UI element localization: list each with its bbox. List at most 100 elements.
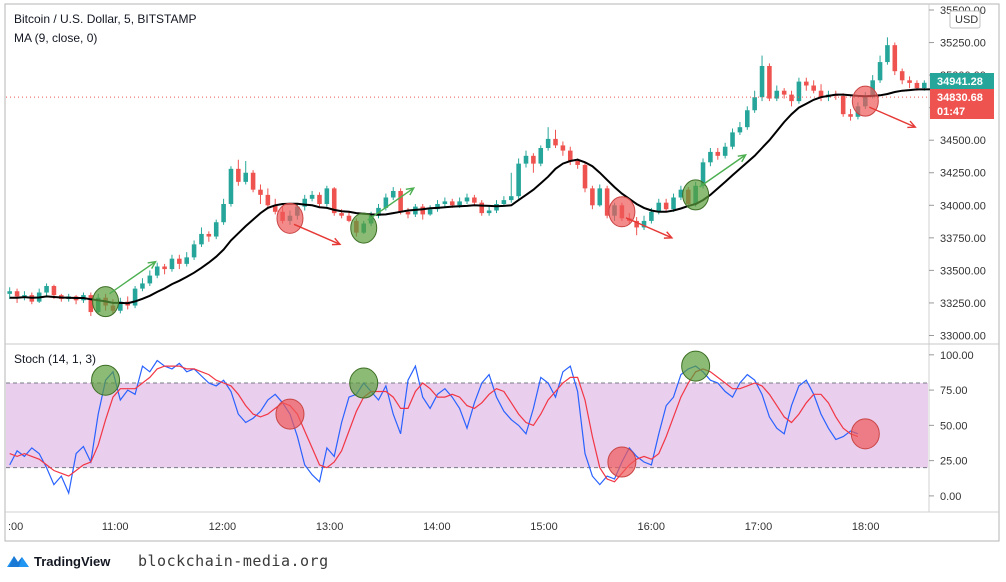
candle-body bbox=[501, 200, 507, 204]
candle-body bbox=[184, 257, 189, 264]
price-tick-label: 35250.00 bbox=[940, 38, 986, 50]
stoch-overbought-oversold-band bbox=[6, 383, 928, 468]
candle-body bbox=[582, 164, 588, 189]
site-watermark: blockchain-media.org bbox=[138, 552, 329, 570]
price-tick-label: 33500.00 bbox=[940, 265, 986, 277]
candle-body bbox=[671, 197, 676, 210]
candle-body bbox=[575, 161, 580, 165]
candle-body bbox=[331, 188, 337, 214]
candle-body bbox=[781, 90, 787, 95]
candle-body bbox=[678, 189, 684, 198]
candle-body bbox=[390, 190, 396, 198]
up-trend-arrow bbox=[699, 154, 747, 188]
candle-body bbox=[737, 127, 743, 133]
stoch-d-line bbox=[9, 365, 859, 483]
price-tick-label: 34000.00 bbox=[940, 200, 986, 212]
stoch-lines bbox=[9, 359, 859, 496]
buy-signal-marker bbox=[682, 179, 710, 211]
ma-layer bbox=[9, 87, 947, 305]
candle-body bbox=[22, 295, 27, 297]
arrow-head bbox=[147, 260, 157, 269]
candle-body bbox=[796, 81, 802, 102]
candle-body bbox=[745, 110, 750, 128]
candle-body bbox=[715, 151, 721, 156]
candle-body bbox=[848, 114, 853, 117]
time-tick-label: 18:00 bbox=[852, 521, 880, 533]
candle-body bbox=[545, 138, 551, 149]
brand-text: TradingView bbox=[34, 553, 111, 569]
candle-body bbox=[759, 65, 765, 98]
candle-body bbox=[265, 194, 271, 206]
candle-body bbox=[14, 291, 20, 297]
buy-signal-marker bbox=[92, 286, 120, 318]
candle-body bbox=[162, 266, 167, 270]
candle-body bbox=[420, 206, 426, 215]
candle-body bbox=[169, 258, 175, 270]
sell-signal-marker bbox=[608, 196, 636, 228]
candle-body bbox=[486, 210, 492, 214]
candle-body bbox=[324, 188, 330, 204]
currency-badge[interactable]: USD bbox=[949, 10, 981, 29]
buy-signal-marker bbox=[350, 212, 378, 244]
price-tick-label: 34250.00 bbox=[940, 168, 986, 180]
candle-body bbox=[177, 258, 182, 264]
candle-body bbox=[663, 202, 669, 210]
price-tick-label: 34500.00 bbox=[940, 135, 986, 147]
candle-body bbox=[538, 148, 544, 164]
down-trend-arrow bbox=[625, 217, 673, 239]
time-axis: :00 11:00 12:00 13:00 14:00 15:00 16:00 17:00 18… bbox=[8, 521, 879, 533]
stoch-sell-marker bbox=[850, 418, 880, 450]
candle-body bbox=[899, 71, 905, 81]
candle-body bbox=[590, 188, 595, 206]
countdown-label: 01:47 bbox=[937, 106, 965, 118]
candle-body bbox=[656, 202, 662, 212]
stoch-tick-label: 50.00 bbox=[940, 420, 968, 432]
candle-body bbox=[317, 194, 322, 204]
candle-body bbox=[523, 155, 529, 164]
annotations bbox=[91, 85, 917, 478]
candle-body bbox=[346, 215, 352, 221]
candle-body bbox=[199, 233, 204, 245]
candle-body bbox=[88, 295, 94, 313]
price-tick-label: 33000.00 bbox=[940, 330, 986, 342]
stoch-band bbox=[6, 382, 928, 469]
last-price-tag: 34941.28 bbox=[930, 73, 994, 89]
down-trend-arrow bbox=[869, 106, 916, 128]
candle-body bbox=[479, 202, 485, 214]
candle-body bbox=[243, 172, 249, 182]
arrow-head bbox=[663, 231, 674, 239]
candle-body bbox=[147, 275, 153, 284]
stoch-tick-label: 0.00 bbox=[940, 491, 961, 503]
candle-body bbox=[118, 301, 123, 311]
tradingview-brand[interactable]: TradingView bbox=[6, 550, 110, 572]
currency-label: USD bbox=[955, 14, 978, 26]
candle-body bbox=[472, 197, 477, 203]
stoch-sell-marker bbox=[607, 446, 637, 478]
candle-body bbox=[449, 201, 455, 206]
stoch-tick-label: 25.00 bbox=[940, 456, 968, 468]
candle-body bbox=[818, 90, 824, 98]
stoch-buy-marker bbox=[681, 350, 711, 382]
candle-body bbox=[811, 85, 816, 91]
time-tick-label: 12:00 bbox=[209, 521, 237, 533]
candle-body bbox=[44, 286, 49, 293]
candle-body bbox=[892, 45, 898, 72]
stoch-sell-marker bbox=[275, 398, 305, 430]
candle-body bbox=[435, 203, 440, 210]
candle-body bbox=[508, 196, 514, 201]
candle-body bbox=[870, 80, 875, 96]
stoch-buy-marker bbox=[91, 364, 121, 396]
candle-body bbox=[272, 205, 278, 212]
candle-body bbox=[236, 168, 241, 182]
candle-body bbox=[405, 211, 411, 215]
candle-body bbox=[132, 288, 138, 306]
candle-body bbox=[804, 81, 809, 86]
time-tick-label: :00 bbox=[8, 521, 23, 533]
chart-title: Bitcoin / U.S. Dollar, 5, BITSTAMP bbox=[14, 12, 197, 26]
sell-signal-marker bbox=[276, 202, 304, 234]
candle-body bbox=[140, 283, 145, 289]
tradingview-logo-icon bbox=[7, 556, 29, 567]
candle-body bbox=[730, 132, 735, 147]
